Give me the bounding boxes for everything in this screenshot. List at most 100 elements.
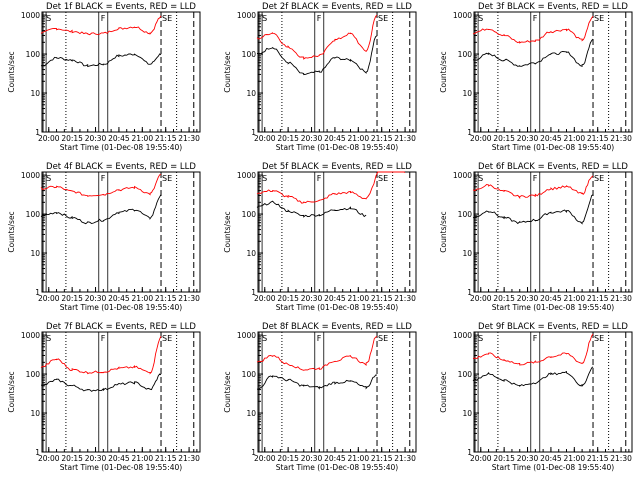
x-tick-label: 20:00 <box>38 134 60 143</box>
marker-label-se: SE <box>378 334 388 343</box>
marker-label-se: SE <box>162 14 172 23</box>
y-tick-label: 1000 <box>453 331 472 340</box>
x-axis-label: Start Time (01-Dec-08 19:55:40) <box>60 143 182 152</box>
x-tick-label: 20:30 <box>517 454 539 463</box>
y-tick-label: 100 <box>26 210 41 219</box>
marker-box-s <box>42 171 47 293</box>
x-tick-label: 21:00 <box>131 454 153 463</box>
series-line-events <box>40 373 162 392</box>
marker-label-f: F <box>317 174 322 183</box>
x-tick-label: 21:00 <box>347 294 369 303</box>
marker-label-s: S <box>46 334 51 343</box>
detector-panel-8: Det 8f BLACK = Events, RED = LLD 1 10 100 10… <box>223 322 417 472</box>
x-tick-label: 21:00 <box>347 134 369 143</box>
x-axis-label: Start Time (01-Dec-08 19:55:40) <box>60 303 182 312</box>
y-tick-label: 100 <box>242 370 257 379</box>
y-axis-label: Counts/sec <box>223 51 232 92</box>
x-tick-label: 21:30 <box>394 454 416 463</box>
panel-title: Det 6f BLACK = Events, RED = LLD <box>478 162 628 172</box>
y-tick-label: 100 <box>26 370 41 379</box>
series-line-events <box>40 194 162 225</box>
x-tick-label: 20:30 <box>301 134 323 143</box>
panel-title: Det 7f BLACK = Events, RED = LLD <box>46 322 196 332</box>
x-tick-label: 20:30 <box>517 134 539 143</box>
marker-label-f: F <box>533 334 538 343</box>
y-tick-label: 100 <box>242 210 257 219</box>
series-line-lld <box>472 175 594 200</box>
panel-title: Det 1f BLACK = Events, RED = LLD <box>46 2 196 12</box>
plot-frame <box>473 11 633 133</box>
x-tick-label: 21:30 <box>610 134 632 143</box>
detector-panel-6: Det 6f BLACK = Events, RED = LLD 1 10 100 10… <box>439 162 633 312</box>
marker-label-f: F <box>317 14 322 23</box>
x-tick-label: 21:15 <box>155 294 177 303</box>
y-tick-label: 1000 <box>237 11 256 20</box>
y-tick-label: 100 <box>458 370 473 379</box>
x-tick-label: 21:30 <box>178 454 200 463</box>
marker-box-s <box>42 11 47 133</box>
marker-label-se: SE <box>378 174 388 183</box>
series-line-events <box>40 53 162 68</box>
y-tick-label: 1 <box>251 448 256 457</box>
x-tick-label: 21:30 <box>178 294 200 303</box>
marker-box-s <box>258 11 263 133</box>
marker-label-se: SE <box>378 14 388 23</box>
series-line-lld <box>472 333 594 366</box>
panel-title: Det 8f BLACK = Events, RED = LLD <box>262 322 412 332</box>
detector-panel-7: Det 7f BLACK = Events, RED = LLD 1 10 100 10… <box>7 322 201 472</box>
detector-panel-3: Det 3f BLACK = Events, RED = LLD 1 10 100 10… <box>439 2 633 152</box>
marker-label-s: S <box>478 334 483 343</box>
x-axis-label: Start Time (01-Dec-08 19:55:40) <box>492 303 614 312</box>
x-tick-label: 20:00 <box>254 134 276 143</box>
marker-label-f: F <box>101 334 106 343</box>
x-tick-label: 20:00 <box>38 294 60 303</box>
y-tick-label: 1000 <box>237 331 256 340</box>
x-tick-label: 20:30 <box>85 134 107 143</box>
marker-label-se: SE <box>162 174 172 183</box>
marker-label-f: F <box>533 174 538 183</box>
detector-panel-4: Det 4f BLACK = Events, RED = LLD 1 10 100 10… <box>7 162 201 312</box>
y-tick-label: 1000 <box>21 171 40 180</box>
x-tick-label: 21:00 <box>131 294 153 303</box>
marker-box-s <box>42 331 47 453</box>
marker-label-s: S <box>262 174 267 183</box>
y-axis-label: Counts/sec <box>439 371 448 412</box>
y-tick-label: 10 <box>246 89 256 98</box>
x-tick-label: 21:00 <box>131 134 153 143</box>
marker-label-f: F <box>101 174 106 183</box>
x-tick-label: 21:30 <box>394 134 416 143</box>
x-tick-label: 21:15 <box>587 454 609 463</box>
marker-label-s: S <box>46 14 51 23</box>
marker-box-f <box>314 171 325 293</box>
x-tick-label: 20:15 <box>61 454 83 463</box>
series-line-lld <box>40 15 162 36</box>
marker-label-f: F <box>101 14 106 23</box>
series-line-events <box>257 35 378 76</box>
x-tick-label: 20:45 <box>540 294 562 303</box>
y-axis-label: Counts/sec <box>223 211 232 252</box>
x-axis-label: Start Time (01-Dec-08 19:55:40) <box>60 463 182 472</box>
marker-box-s <box>474 171 479 293</box>
marker-label-s: S <box>478 174 483 183</box>
x-tick-label: 20:45 <box>324 294 346 303</box>
y-axis-label: Counts/sec <box>7 211 16 252</box>
marker-label-f: F <box>317 334 322 343</box>
marker-box-s <box>258 331 263 453</box>
x-tick-label: 20:15 <box>277 294 299 303</box>
y-tick-label: 10 <box>30 409 40 418</box>
x-tick-label: 20:45 <box>108 134 130 143</box>
y-tick-label: 1000 <box>453 171 472 180</box>
marker-box-s <box>474 331 479 453</box>
x-tick-label: 20:15 <box>61 134 83 143</box>
marker-box-f <box>98 331 109 453</box>
marker-label-s: S <box>46 174 51 183</box>
y-axis-label: Counts/sec <box>439 211 448 252</box>
x-tick-label: 21:30 <box>394 294 416 303</box>
y-tick-label: 10 <box>462 409 472 418</box>
x-tick-label: 21:15 <box>155 134 177 143</box>
x-tick-label: 21:00 <box>563 134 585 143</box>
x-tick-label: 20:00 <box>254 454 276 463</box>
y-tick-label: 1000 <box>453 11 472 20</box>
x-axis-label: Start Time (01-Dec-08 19:55:40) <box>276 463 398 472</box>
